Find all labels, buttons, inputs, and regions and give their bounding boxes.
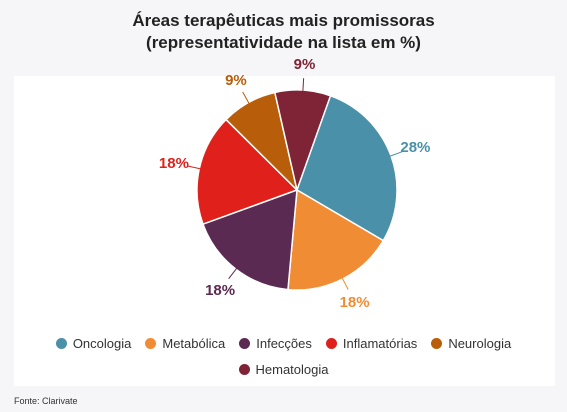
legend-label: Infecções bbox=[256, 335, 312, 351]
legend-item: Metabólica bbox=[145, 336, 225, 351]
legend-swatch bbox=[238, 363, 250, 375]
chart-title: Áreas terapêuticas mais promissoras (rep… bbox=[0, 10, 567, 54]
data-label: 18% bbox=[205, 282, 235, 299]
legend-item: Neurologia bbox=[431, 336, 511, 351]
leader-line bbox=[228, 267, 238, 280]
data-label: 28% bbox=[400, 139, 430, 156]
chart-legend: Oncologia Metabólica Infecções Inflamatória… bbox=[0, 330, 567, 382]
legend-label: Oncologia bbox=[72, 335, 132, 351]
legend-swatch bbox=[55, 337, 67, 349]
legend-swatch bbox=[145, 337, 157, 349]
leader-line bbox=[302, 78, 305, 93]
leader-line bbox=[341, 276, 349, 290]
source-note: Fonte: Clarivate bbox=[14, 396, 78, 406]
chart-title-line-2: (representatividade na lista em %) bbox=[146, 33, 421, 52]
data-label: 18% bbox=[340, 294, 370, 311]
legend-row-2: Hematologia bbox=[0, 356, 567, 382]
data-label: 9% bbox=[225, 72, 247, 89]
legend-label: Inflamatórias bbox=[342, 335, 418, 351]
legend-swatch bbox=[325, 337, 337, 349]
chart-title-line-1: Áreas terapêuticas mais promissoras bbox=[132, 11, 435, 30]
legend-label: Hematologia bbox=[255, 361, 329, 377]
legend-item: Hematologia bbox=[238, 361, 329, 377]
legend-label: Neurologia bbox=[448, 335, 512, 351]
legend-item: Oncologia bbox=[55, 335, 132, 351]
leader-line bbox=[242, 91, 250, 105]
data-label: 9% bbox=[294, 56, 316, 73]
legend-swatch bbox=[239, 337, 251, 349]
leader-line bbox=[187, 165, 202, 170]
pie-chart: 18% 9% 9% 28% 18% 18% bbox=[159, 56, 430, 311]
legend-label: Metabólica bbox=[162, 335, 226, 351]
legend-item: Infecções bbox=[239, 336, 312, 351]
legend-item: Inflamatórias bbox=[325, 335, 418, 351]
data-label: 18% bbox=[159, 155, 189, 172]
legend-row-1: Oncologia Metabólica Infecções Inflamatória… bbox=[0, 330, 567, 356]
legend-swatch bbox=[431, 337, 443, 349]
leader-line bbox=[388, 151, 403, 157]
